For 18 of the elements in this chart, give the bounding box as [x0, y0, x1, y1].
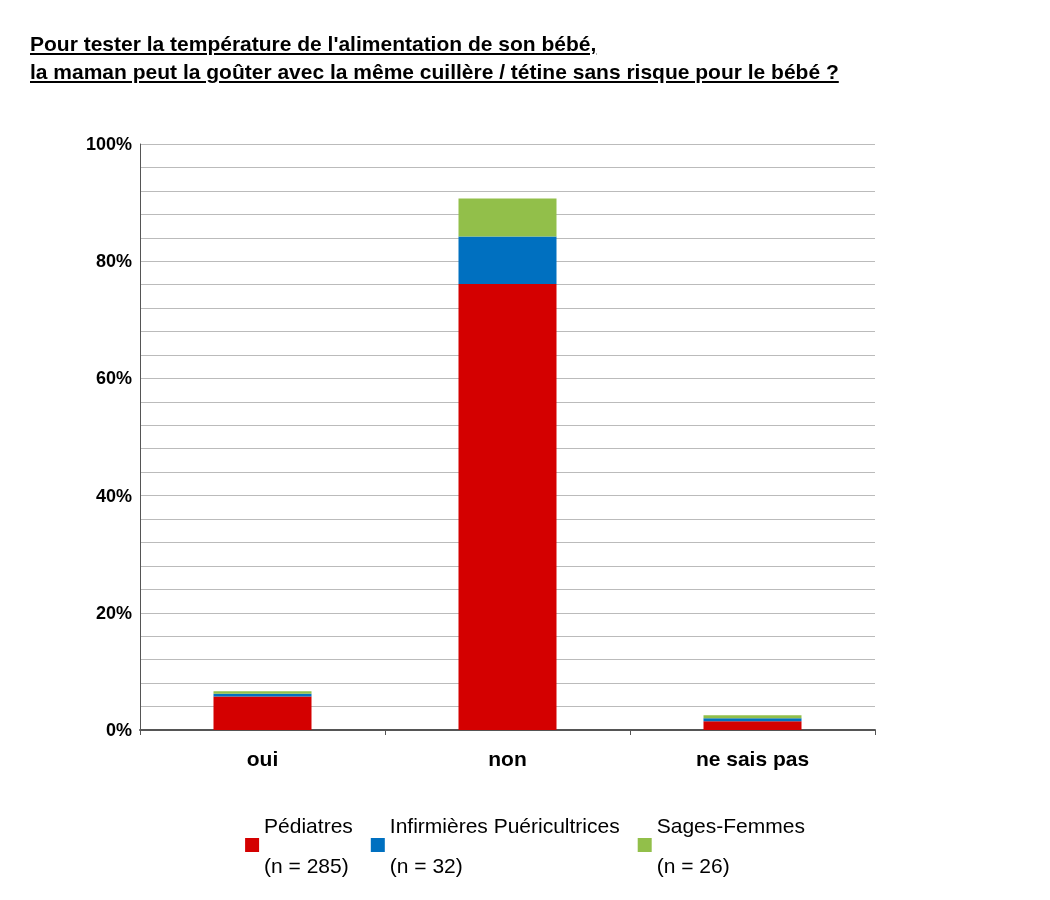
- legend-label: Pédiatres (n = 285): [264, 813, 353, 877]
- y-tick-label: 80%: [95, 251, 132, 272]
- bar: [703, 721, 802, 730]
- bar: [458, 284, 557, 730]
- legend-label: Sages-Femmes (n = 26): [656, 813, 805, 877]
- x-tick-label: non: [488, 747, 527, 770]
- x-tick-label: oui: [246, 747, 279, 770]
- y-tick-label: 40%: [95, 485, 132, 506]
- bar: [458, 198, 557, 237]
- y-tick-label: 100%: [85, 134, 132, 154]
- y-tick-label: 20%: [95, 602, 132, 623]
- bar: [458, 236, 557, 285]
- x-tick-label: ne sais pas: [695, 747, 810, 770]
- y-tick-label: 0%: [105, 720, 132, 740]
- legend-label: Infirmières Puéricultrices (n = 32): [389, 813, 620, 877]
- y-tick-label: 60%: [95, 368, 132, 389]
- bar: [213, 696, 312, 730]
- chart-title: Pour tester la température de l'alimentation de son bébé, la maman peut la goûter avec la même cuillère / tétine sans risque pour le bébé ?: [30, 31, 839, 85]
